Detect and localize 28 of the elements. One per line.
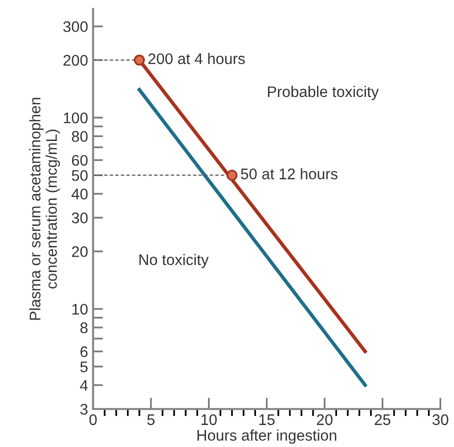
x-tick-label: 0 xyxy=(89,414,97,426)
x-tick-label: 20 xyxy=(316,414,333,426)
y-tick-label: 40 xyxy=(72,188,88,200)
y-tick-label: 300 xyxy=(63,21,88,32)
x-tick-label: 15 xyxy=(259,414,275,426)
x-axis-title: Hours after ingestion xyxy=(198,429,336,444)
y-tick-label: 80 xyxy=(72,131,88,142)
y-tick-label: 3 xyxy=(80,404,88,415)
x-tick-label: 25 xyxy=(374,414,390,426)
annotation: 50 at 12 hours xyxy=(240,168,338,180)
y-tick-label: 6 xyxy=(80,346,88,358)
x-tick-label: 30 xyxy=(432,414,448,426)
y-tick-label: 10 xyxy=(72,304,88,315)
y-axis-title: Plasma or serum acetaminophen concentration (mcg/mL) xyxy=(29,98,60,320)
y-tick-label: 100 xyxy=(64,112,88,124)
x-tick-label: 10 xyxy=(202,414,217,426)
x-tick-label: 5 xyxy=(147,414,155,426)
y-tick-label: 5 xyxy=(80,362,88,372)
annotation: Probable toxicity xyxy=(268,86,379,100)
y-tick-label: 4 xyxy=(80,380,88,391)
annotation: 200 at 4 hours xyxy=(148,52,245,64)
y-tick-label: 200 xyxy=(63,54,88,66)
y-tick-label: 60 xyxy=(72,154,88,166)
y-tick-label: 30 xyxy=(72,212,88,224)
y-tick-label: 20 xyxy=(72,246,88,258)
y-tick-label: 8 xyxy=(80,322,88,334)
y-tick-label: 50 xyxy=(72,170,88,181)
annotation: No toxicity xyxy=(139,254,209,268)
